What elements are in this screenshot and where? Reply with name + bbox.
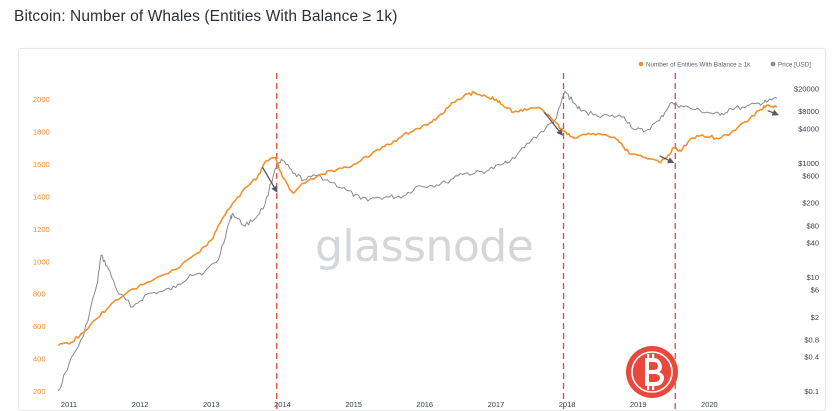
y-right-tick-11: $4000 bbox=[798, 124, 819, 133]
y-right-tick-7: $80 bbox=[806, 221, 819, 230]
watermark: glassnode bbox=[315, 221, 533, 272]
y-left-tick-8: 1800 bbox=[33, 128, 50, 137]
y-right-tick-4: $6 bbox=[811, 286, 819, 295]
y-right-tick-12: $8000 bbox=[798, 107, 819, 116]
y-right-tick-0: $0.1 bbox=[804, 387, 819, 396]
y-right-tick-13: $20000 bbox=[794, 85, 819, 94]
logo-b-glyph bbox=[645, 358, 664, 386]
legend-label-whales: Number of Entities With Balance ≥ 1k bbox=[646, 61, 751, 68]
y-left-tick-0: 200 bbox=[33, 387, 46, 396]
logo-b-tick-bottom-right bbox=[652, 385, 655, 390]
page-title: Bitcoin: Number of Whales (Entities With… bbox=[14, 8, 398, 25]
x-tick-2018: 2018 bbox=[559, 400, 576, 409]
y-right-tick-5: $10 bbox=[806, 273, 819, 282]
x-tick-2013: 2013 bbox=[203, 400, 220, 409]
y-right-tick-3: $2 bbox=[811, 313, 819, 322]
annotation-arrow-0 bbox=[261, 166, 278, 193]
legend-label-price: Price [USD] bbox=[778, 61, 811, 68]
y-right-tick-1: $0.4 bbox=[804, 353, 819, 362]
y-left-tick-3: 800 bbox=[33, 290, 46, 299]
x-tick-2011: 2011 bbox=[61, 400, 77, 409]
x-axis: 2011 2012 2013 2014 2015 2016 2017 2018 2019 2020 bbox=[61, 400, 718, 409]
y-left-tick-9: 2000 bbox=[33, 95, 50, 104]
x-tick-2015: 2015 bbox=[345, 400, 362, 409]
logo-b-tick-top-right bbox=[652, 354, 655, 359]
y-left-tick-7: 1600 bbox=[33, 160, 50, 169]
price-line bbox=[57, 90, 778, 392]
legend-swatch-price bbox=[770, 61, 776, 67]
y-right-tick-9: $600 bbox=[802, 171, 819, 180]
y-right-tick-2: $0.8 bbox=[804, 335, 819, 344]
y-left-tick-4: 1000 bbox=[33, 257, 50, 266]
chart-card: Number of Entities With Balance ≥ 1k Pric… bbox=[18, 48, 826, 411]
x-tick-2012: 2012 bbox=[132, 400, 149, 409]
x-tick-2019: 2019 bbox=[630, 400, 647, 409]
logo-b-tick-top-left bbox=[647, 354, 650, 359]
y-axis-left: 200 400 600 800 1000 1200 1400 1600 1800 2000 bbox=[33, 95, 50, 396]
y-right-tick-10: $1000 bbox=[798, 159, 819, 168]
legend-swatch-whales bbox=[638, 61, 644, 67]
whales-line bbox=[57, 90, 778, 347]
y-right-tick-6: $40 bbox=[806, 239, 819, 248]
x-tick-2014: 2014 bbox=[274, 400, 291, 409]
x-tick-2017: 2017 bbox=[488, 400, 505, 409]
x-tick-2016: 2016 bbox=[416, 400, 433, 409]
series-group bbox=[57, 90, 778, 392]
bitcoin-logo-icon bbox=[626, 346, 678, 398]
annotation-arrow-1 bbox=[543, 111, 563, 136]
whales-chart: Number of Entities With Balance ≥ 1k Pric… bbox=[33, 61, 819, 410]
y-axis-right: $0.1 $0.4 $0.8 $2 $6 $10 $40 $80 $200 $600 $1000 $4… bbox=[794, 85, 819, 396]
logo-ring bbox=[631, 351, 673, 393]
annotation-arrow-3 bbox=[767, 109, 779, 116]
annotation-arrows bbox=[261, 109, 779, 193]
y-left-tick-2: 600 bbox=[33, 322, 46, 331]
x-tick-2020: 2020 bbox=[701, 400, 718, 409]
event-lines bbox=[276, 73, 676, 410]
y-left-tick-1: 400 bbox=[33, 355, 46, 364]
y-left-tick-6: 1400 bbox=[33, 192, 50, 201]
y-left-tick-5: 1200 bbox=[33, 225, 50, 234]
chart-legend: Number of Entities With Balance ≥ 1k Pric… bbox=[638, 61, 811, 68]
logo-b-tick-bottom-left bbox=[647, 385, 650, 390]
y-right-tick-8: $200 bbox=[802, 199, 819, 208]
annotation-arrow-2 bbox=[659, 155, 675, 164]
